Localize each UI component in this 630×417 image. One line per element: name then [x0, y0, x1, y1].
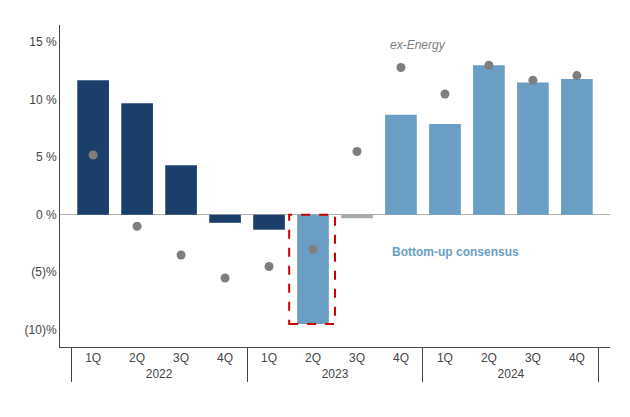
svg-text:2024: 2024	[498, 367, 525, 381]
svg-text:Bottom-up consensus: Bottom-up consensus	[392, 245, 519, 259]
svg-text:2Q: 2Q	[129, 351, 145, 365]
svg-text:2022: 2022	[146, 367, 173, 381]
svg-text:1Q: 1Q	[437, 351, 453, 365]
svg-text:1Q: 1Q	[261, 351, 277, 365]
svg-text:1Q: 1Q	[85, 351, 101, 365]
svg-text:(10)%: (10)%	[25, 323, 57, 337]
svg-text:4Q: 4Q	[217, 351, 233, 365]
svg-text:2023: 2023	[322, 367, 349, 381]
svg-text:10 %: 10 %	[29, 93, 57, 107]
svg-text:3Q: 3Q	[349, 351, 365, 365]
svg-text:4Q: 4Q	[569, 351, 585, 365]
svg-text:ex-Energy: ex-Energy	[390, 38, 446, 52]
svg-text:15 %: 15 %	[29, 35, 57, 49]
svg-text:3Q: 3Q	[173, 351, 189, 365]
svg-text:2Q: 2Q	[481, 351, 497, 365]
svg-text:(5)%: (5)%	[31, 265, 57, 279]
svg-text:0 %: 0 %	[36, 208, 57, 222]
svg-text:5 %: 5 %	[36, 150, 57, 164]
svg-text:3Q: 3Q	[525, 351, 541, 365]
svg-text:4Q: 4Q	[393, 351, 409, 365]
svg-text:2Q: 2Q	[305, 351, 321, 365]
